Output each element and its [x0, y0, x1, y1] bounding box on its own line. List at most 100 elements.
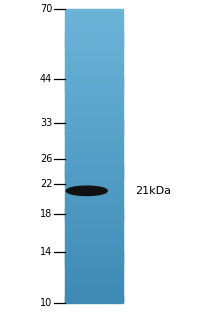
Bar: [64, 207, 122, 208]
Bar: [64, 238, 122, 239]
Bar: [64, 189, 122, 190]
Bar: [64, 136, 122, 137]
Bar: [64, 86, 122, 88]
Bar: [64, 47, 122, 48]
Bar: [64, 60, 122, 61]
Bar: [64, 209, 122, 211]
Bar: [64, 252, 122, 254]
Bar: [64, 254, 122, 256]
Bar: [64, 272, 122, 273]
Bar: [64, 64, 122, 65]
Bar: [64, 213, 122, 215]
Bar: [64, 251, 122, 252]
Bar: [64, 259, 122, 261]
Bar: [64, 186, 122, 187]
Bar: [64, 191, 122, 192]
Bar: [64, 171, 122, 173]
Bar: [64, 104, 122, 105]
Bar: [64, 41, 122, 43]
Bar: [64, 108, 122, 109]
Bar: [64, 192, 122, 193]
Bar: [64, 273, 122, 274]
Bar: [64, 277, 122, 278]
Bar: [64, 281, 122, 282]
Bar: [64, 144, 122, 145]
Bar: [64, 278, 122, 279]
Bar: [64, 69, 122, 70]
Bar: [64, 75, 122, 76]
Bar: [64, 17, 122, 18]
Bar: [64, 97, 122, 98]
Bar: [64, 168, 122, 169]
Bar: [64, 119, 122, 121]
Bar: [64, 93, 122, 95]
Text: 44: 44: [40, 74, 52, 84]
Bar: [64, 188, 122, 189]
Bar: [64, 233, 122, 234]
Bar: [64, 113, 122, 114]
Bar: [64, 169, 122, 171]
Bar: [64, 227, 122, 228]
Bar: [64, 44, 122, 46]
Bar: [64, 296, 122, 298]
Bar: [64, 217, 122, 219]
Bar: [64, 133, 122, 134]
Bar: [64, 140, 122, 141]
Bar: [64, 185, 122, 186]
Bar: [64, 218, 122, 220]
Bar: [64, 135, 122, 136]
Bar: [64, 153, 122, 154]
Bar: [64, 295, 122, 297]
Bar: [64, 158, 122, 160]
Bar: [64, 230, 122, 231]
Bar: [64, 45, 122, 46]
Bar: [64, 59, 122, 60]
Bar: [64, 166, 122, 168]
Bar: [64, 56, 122, 57]
Bar: [64, 89, 122, 90]
Bar: [64, 288, 122, 289]
Bar: [64, 232, 122, 233]
Bar: [64, 199, 122, 200]
Bar: [64, 119, 122, 120]
Bar: [64, 222, 122, 223]
Bar: [64, 98, 122, 99]
Bar: [64, 82, 122, 84]
Bar: [64, 48, 122, 49]
Bar: [64, 270, 122, 271]
Bar: [64, 248, 122, 249]
Bar: [64, 57, 122, 58]
Bar: [64, 80, 122, 82]
Bar: [64, 179, 122, 180]
Bar: [64, 74, 122, 75]
Bar: [64, 94, 122, 95]
Bar: [64, 202, 122, 203]
Bar: [64, 85, 122, 87]
Bar: [64, 126, 122, 128]
Bar: [64, 151, 122, 152]
Bar: [64, 73, 122, 74]
Bar: [64, 125, 122, 127]
Bar: [64, 77, 122, 79]
Bar: [64, 58, 122, 59]
Bar: [64, 43, 122, 45]
Bar: [64, 68, 122, 69]
Bar: [64, 249, 122, 250]
Bar: [64, 265, 122, 266]
Bar: [64, 250, 122, 251]
Bar: [64, 99, 122, 100]
Bar: [64, 290, 122, 292]
Bar: [64, 76, 122, 77]
Bar: [64, 282, 122, 283]
Bar: [64, 122, 122, 124]
Bar: [64, 49, 122, 51]
Bar: [64, 298, 122, 300]
Bar: [64, 109, 122, 110]
Bar: [64, 137, 122, 139]
Bar: [64, 221, 122, 222]
Bar: [64, 70, 122, 71]
Bar: [64, 174, 122, 176]
Bar: [64, 240, 122, 241]
Bar: [64, 28, 122, 29]
Bar: [64, 37, 122, 38]
